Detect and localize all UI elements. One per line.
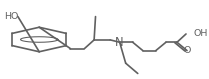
Text: N: N: [115, 36, 124, 49]
Text: O: O: [183, 46, 191, 55]
Text: OH: OH: [193, 29, 208, 38]
Text: HO: HO: [4, 12, 19, 21]
